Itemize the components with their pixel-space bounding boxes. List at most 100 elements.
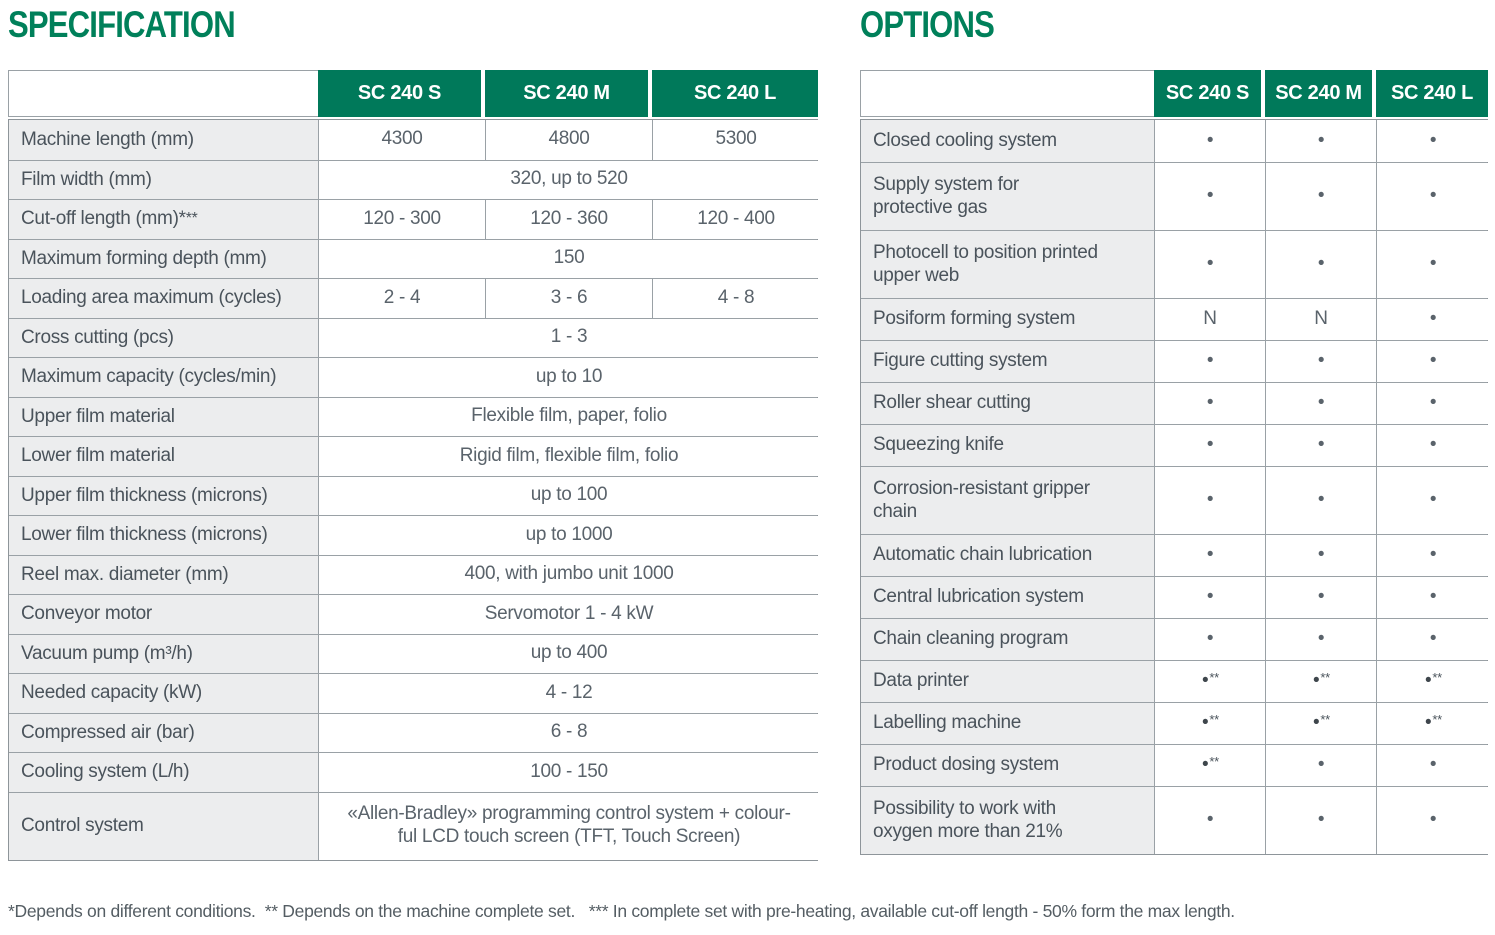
options-value-cell: • (1155, 341, 1266, 382)
footnote-asterisks: ** (185, 209, 198, 227)
options-row-label: Photocell to position printed upper web (861, 231, 1155, 298)
spec-row-label: Lower film thickness (microns) (9, 516, 319, 555)
spec-table-row: Upper film thickness (microns) up to 100 (9, 475, 819, 515)
options-value-cell: N (1266, 299, 1377, 340)
spec-table-row: Compressed air (bar) 6 - 8 (9, 712, 819, 752)
spec-value-cell: 4800 (486, 120, 653, 160)
options-row-label: Supply system for protective gas (861, 163, 1155, 230)
options-value-cell: • (1155, 231, 1266, 298)
options-value-cell: • (1377, 467, 1489, 534)
options-value-cell: • (1155, 535, 1266, 576)
options-table-row: Chain cleaning program • • • (861, 618, 1489, 660)
spec-row-label: Control system (9, 792, 319, 860)
spec-table-row: Maximum forming depth (mm) 150 (9, 238, 819, 278)
options-table-header: SC 240 S SC 240 M SC 240 L (860, 70, 1488, 117)
spec-table-row: Upper film material Flexible film, paper,… (9, 396, 819, 436)
options-value-cell: • (1266, 231, 1377, 298)
options-value-cell: N (1155, 299, 1266, 340)
options-value-cell: • (1266, 120, 1377, 162)
specification-table: SC 240 S SC 240 M SC 240 L Machine length … (8, 70, 819, 861)
specification-title: SPECIFICATION (8, 4, 236, 45)
spec-row-label: Cross cutting (pcs) (9, 318, 319, 357)
options-title: OPTIONS (860, 4, 995, 45)
options-table-row: Supply system for protective gas • • • (861, 162, 1489, 230)
spec-row-label: Loading area maximum (cycles) (9, 279, 319, 318)
options-table: SC 240 S SC 240 M SC 240 L Closed cooling … (860, 70, 1489, 855)
options-value-cell: • (1377, 619, 1489, 660)
options-row-label: Data printer (861, 661, 1155, 702)
spec-value-cell-spanning: 100 - 150 (319, 753, 819, 792)
spec-table-row: Lower film material Rigid film, flexible … (9, 436, 819, 476)
spec-value-cell-spanning: up to 400 (319, 634, 819, 673)
spec-value-cell: 4300 (319, 120, 486, 160)
spec-table-row: Film width (mm) 320, up to 520 (9, 159, 819, 199)
footnote: *Depends on different conditions. ** Dep… (8, 901, 1235, 921)
options-table-row: Data printer • ** • ** • ** (861, 660, 1489, 702)
spec-value-cell: 120 - 300 (319, 200, 486, 239)
options-row-label: Roller shear cutting (861, 383, 1155, 424)
spec-row-label: Reel max. diameter (mm) (9, 555, 319, 594)
spec-value-cell-spanning: 150 (319, 239, 819, 278)
options-table-row: Corrosion-resistant gripper chain • • • (861, 466, 1489, 534)
option-dot-mark: • (1425, 670, 1432, 692)
spec-value-cell-spanning: up to 100 (319, 476, 819, 515)
options-row-label: Squeezing knife (861, 425, 1155, 466)
spec-value-cell-spanning: 6 - 8 (319, 713, 819, 752)
option-dot-mark: • (1202, 754, 1209, 776)
options-column-header: SC 240 S (1154, 70, 1265, 117)
options-value-cell: • (1377, 425, 1489, 466)
spec-row-label: Lower film material (9, 437, 319, 476)
options-value-cell: • (1377, 231, 1489, 298)
spec-table-row: Reel max. diameter (mm) 400, with jumbo u… (9, 554, 819, 594)
specification-table-header: SC 240 S SC 240 M SC 240 L (8, 70, 818, 117)
spec-table-row: Vacuum pump (m³/h) up to 400 (9, 633, 819, 673)
options-value-cell: • ** (1155, 661, 1266, 702)
options-value-cell: • (1266, 745, 1377, 786)
spec-row-label: Vacuum pump (m³/h) (9, 634, 319, 673)
options-value-cell: • ** (1266, 703, 1377, 744)
options-table-row: Squeezing knife • • • (861, 424, 1489, 466)
options-table-row: Automatic chain lubrication • • • (861, 534, 1489, 576)
spec-row-label: Maximum capacity (cycles/min) (9, 358, 319, 397)
spec-value-cell: 2 - 4 (319, 279, 486, 318)
options-value-cell: • (1155, 467, 1266, 534)
spec-value-cell-spanning: «Allen-Bradley» programming control syst… (319, 792, 819, 860)
options-value-cell: • (1266, 535, 1377, 576)
options-row-label: Corrosion-resistant gripper chain (861, 467, 1155, 534)
spec-column-header: SC 240 S (318, 70, 485, 117)
options-row-label: Labelling machine (861, 703, 1155, 744)
spec-row-label: Cut-off length (mm)* ** (9, 200, 319, 239)
options-value-cell: • (1266, 787, 1377, 854)
options-value-cell: • (1155, 619, 1266, 660)
spec-value-cell: 120 - 400 (653, 200, 819, 239)
options-value-cell: • (1155, 163, 1266, 230)
spec-row-label: Upper film thickness (microns) (9, 476, 319, 515)
spec-value-cell-spanning: Flexible film, paper, folio (319, 397, 819, 436)
options-value-cell: • (1377, 120, 1489, 162)
spec-row-label: Needed capacity (kW) (9, 674, 319, 713)
options-value-cell: • ** (1377, 661, 1489, 702)
option-dot-mark: • (1313, 670, 1320, 692)
options-table-row: Closed cooling system • • • (861, 120, 1489, 162)
options-table-row: Photocell to position printed upper web • •… (861, 230, 1489, 298)
options-row-label: Chain cleaning program (861, 619, 1155, 660)
spec-column-header: SC 240 L (652, 70, 818, 117)
options-row-label: Closed cooling system (861, 120, 1155, 162)
options-table-row: Posiform forming system N N • (861, 298, 1489, 340)
options-value-cell: • (1266, 619, 1377, 660)
options-table-row: Possibility to work with oxygen more than… (861, 786, 1489, 854)
options-value-cell: • (1377, 577, 1489, 618)
spec-value-cell-spanning: Rigid film, flexible film, folio (319, 437, 819, 476)
spec-table-row: Maximum capacity (cycles/min) up to 10 (9, 357, 819, 397)
spec-value-cell-spanning: Servomotor 1 - 4 kW (319, 595, 819, 634)
options-row-label: Central lubrication system (861, 577, 1155, 618)
options-value-cell: • (1266, 425, 1377, 466)
options-value-cell: • ** (1377, 703, 1489, 744)
spec-row-label: Cooling system (L/h) (9, 753, 319, 792)
options-row-label: Figure cutting system (861, 341, 1155, 382)
spec-table-row: Cross cutting (pcs) 1 - 3 (9, 317, 819, 357)
options-table-body: Closed cooling system • • • Supply system fo… (860, 119, 1489, 855)
option-dot-mark: • (1202, 712, 1209, 734)
spec-value-cell-spanning: 1 - 3 (319, 318, 819, 357)
